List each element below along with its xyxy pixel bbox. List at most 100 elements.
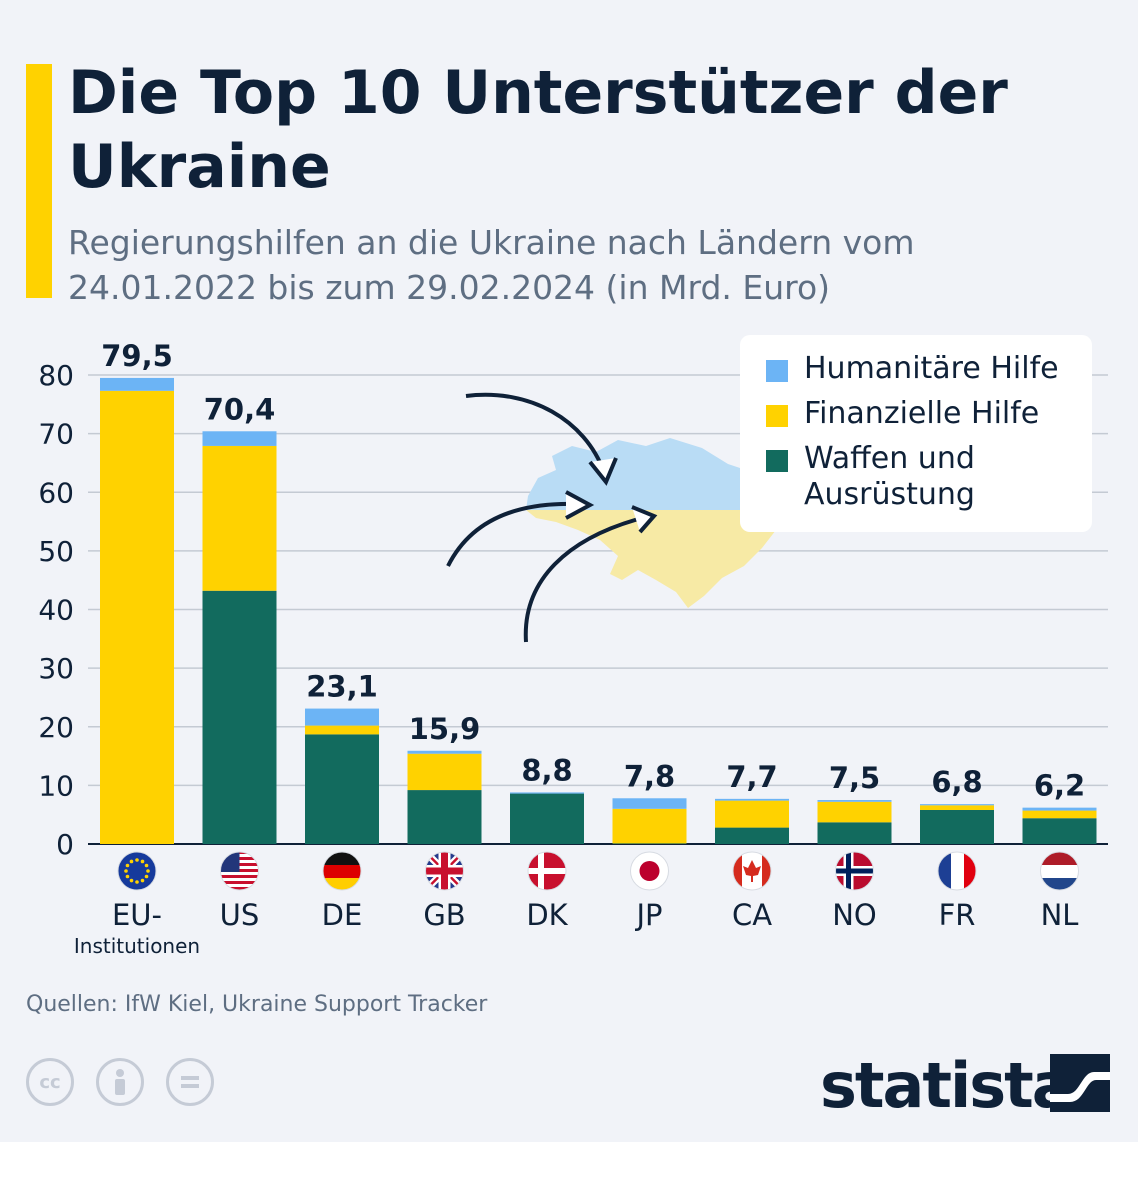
chart-title: Die Top 10 Unterstützer der Ukraine (68, 58, 1008, 202)
category-label: CA (732, 898, 772, 932)
us-flag-icon (220, 851, 259, 891)
y-tick-label: 50 (38, 535, 74, 568)
bar-segment (407, 753, 482, 791)
ukraine-map-illustration (526, 438, 788, 608)
eu-flag-icon (117, 851, 157, 891)
ukraine-map-south (526, 510, 788, 608)
value-label: 7,5 (829, 761, 880, 795)
value-label: 70,4 (204, 392, 276, 426)
bar-segment (817, 800, 892, 802)
y-tick-label: 30 (38, 652, 74, 685)
category-labels: EU-Institutionen US DE GB DK JP CA NO FR NL (74, 898, 1079, 958)
nl-flag-icon (1040, 851, 1079, 891)
bar-segment (407, 790, 482, 844)
value-label: 23,1 (306, 670, 378, 704)
value-label: 8,8 (521, 753, 572, 787)
bar-segment (1022, 810, 1097, 819)
bar-segment (715, 800, 789, 828)
legend-label: Humanitäre Hilfe (804, 351, 1059, 386)
legend-swatch-financial (766, 405, 788, 427)
bar-segment (202, 590, 277, 844)
bar-segment (612, 843, 687, 844)
attribution-icon[interactable] (96, 1058, 144, 1106)
arrow-bottom-icon (523, 516, 643, 643)
infographic-card (0, 0, 1138, 1142)
no-flag-icon (835, 851, 874, 891)
bar-segment (100, 377, 174, 391)
bar-segment (305, 708, 379, 726)
value-label: 6,2 (1034, 769, 1085, 803)
value-labels: 79,5 70,4 23,1 15,9 8,8 7,8 7,7 7,5 6,8 6,2 (101, 339, 1085, 803)
equals-icon (181, 1076, 199, 1088)
bar-segment (1022, 818, 1097, 844)
category-label: JP (634, 898, 662, 932)
bar-segment (305, 725, 379, 735)
legend-item-humanitarian: Humanitäre Hilfe (766, 351, 1094, 387)
category-label: DE (322, 898, 363, 932)
y-axis: 0 10 20 30 40 50 60 70 80 (38, 359, 74, 861)
bar-segment (817, 822, 892, 844)
chart-subtitle: Regierungshilfen an die Ukraine nach Län… (68, 223, 915, 307)
category-label: FR (939, 898, 976, 932)
arrow-top-icon (465, 392, 606, 473)
arrow-illustrations (446, 392, 658, 643)
legend: Humanitäre Hilfe Finanzielle Hilfe Waffe… (740, 335, 1092, 532)
bar-segment (1022, 807, 1097, 811)
legend-item-weapons: Waffen und Ausrüstung (766, 441, 1094, 513)
bar-segment (920, 809, 994, 844)
y-tick-label: 40 (38, 594, 74, 627)
person-icon (115, 1069, 125, 1095)
dk-flag-icon (527, 851, 567, 891)
y-tick-label: 10 (38, 769, 74, 802)
category-label: NO (832, 898, 877, 932)
bar-chart: 0 10 20 30 40 50 60 70 80 79,5 70,4 23,1 15,9 8,8 7,8… (38, 339, 1108, 958)
value-label: 15,9 (409, 712, 481, 746)
bar-segment (612, 808, 687, 844)
value-label: 79,5 (101, 339, 173, 373)
bar-segment (510, 792, 584, 794)
legend-label: Finanzielle Hilfe (804, 396, 1040, 431)
bar-segment (407, 750, 482, 754)
category-label: GB (423, 898, 465, 932)
value-label: 6,8 (931, 765, 982, 799)
y-tick-label: 0 (56, 828, 74, 861)
arrow-bottom-head (631, 505, 658, 534)
y-tick-label: 60 (38, 476, 74, 509)
maple-leaf-icon (743, 860, 761, 882)
fr-flag-icon (937, 851, 977, 891)
bar-segment (510, 793, 584, 844)
category-label: NL (1041, 898, 1079, 932)
legend-swatch-weapons (766, 450, 788, 472)
bar-segment (715, 827, 789, 844)
ukraine-map-north (526, 438, 788, 510)
category-label: EU- (112, 898, 162, 932)
bar-segment (202, 445, 277, 591)
value-label: 7,7 (726, 760, 777, 794)
bar-segment (920, 804, 994, 806)
no-derivatives-icon[interactable] (166, 1058, 214, 1106)
legend-swatch-humanitarian (766, 360, 788, 382)
bar-segment (100, 390, 174, 844)
de-flag-icon (322, 851, 362, 891)
country-flags (117, 851, 1079, 891)
value-label: 7,8 (624, 759, 675, 793)
ca-flag-icon (732, 851, 772, 891)
statista-logo-mark-icon (1050, 1054, 1110, 1112)
statista-logo[interactable]: statista (820, 1049, 1074, 1122)
category-label: US (220, 898, 260, 932)
y-tick-label: 80 (38, 359, 74, 392)
bar-segment (920, 805, 994, 810)
jp-flag-icon (630, 851, 669, 891)
bars (100, 377, 1097, 844)
gb-flag-icon (425, 851, 464, 891)
legend-item-financial: Finanzielle Hilfe (766, 396, 1094, 432)
y-tick-label: 70 (38, 418, 74, 451)
cc-icon[interactable]: cc (26, 1058, 74, 1106)
bar-segment (715, 798, 789, 801)
arrow-middle-icon (446, 501, 579, 567)
y-tick-label: 20 (38, 711, 74, 744)
bar-segment (202, 431, 277, 446)
bar-segment (612, 798, 687, 809)
legend-label: Waffen und Ausrüstung (804, 441, 975, 512)
category-label: DK (526, 898, 568, 932)
